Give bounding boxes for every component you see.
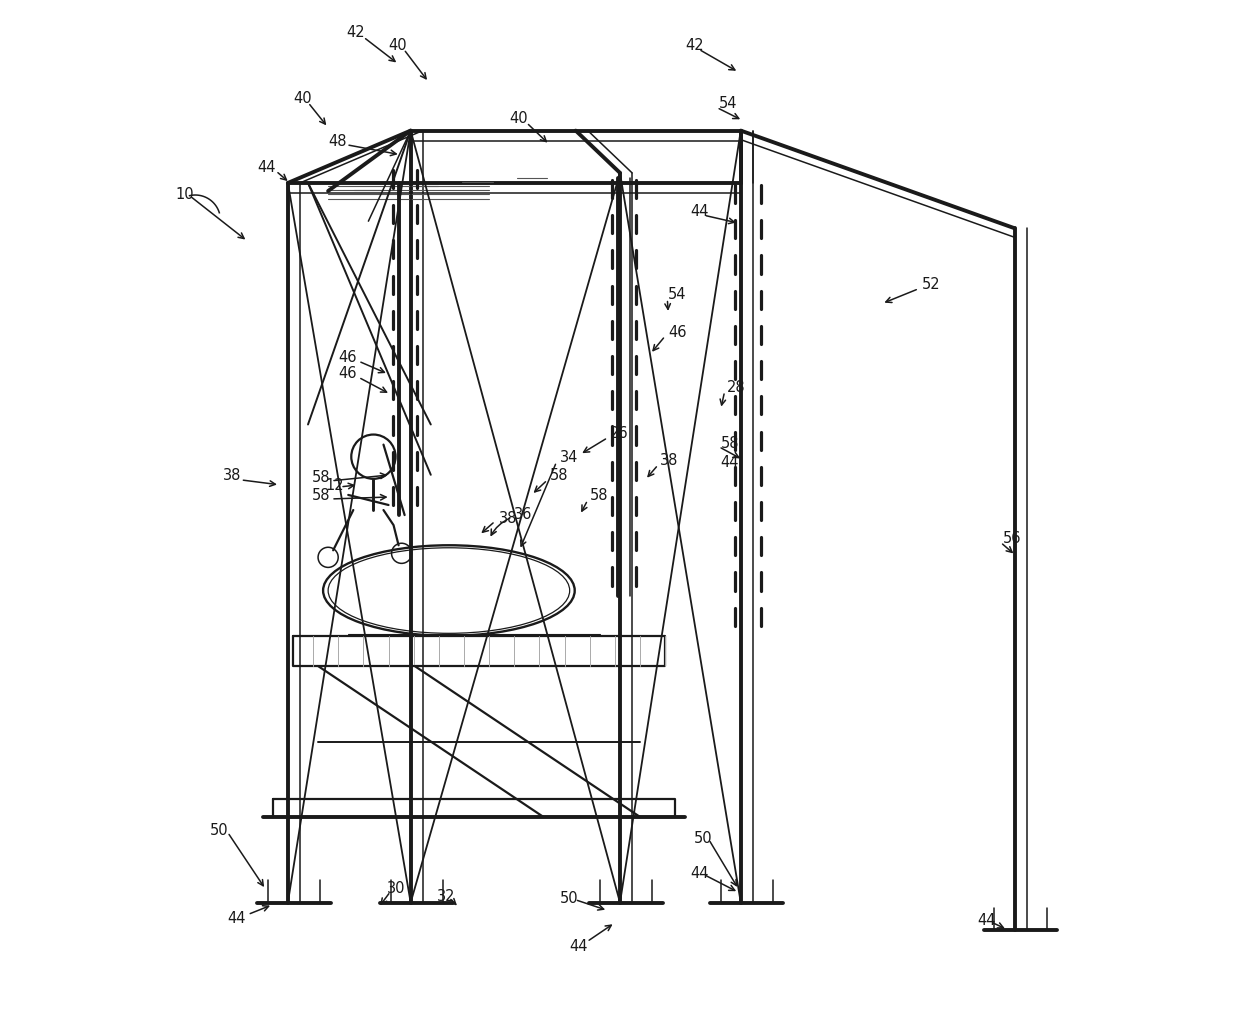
Text: 26: 26 bbox=[610, 426, 629, 441]
Text: 42: 42 bbox=[346, 25, 365, 40]
Text: 38: 38 bbox=[500, 511, 517, 525]
Text: 44: 44 bbox=[227, 910, 246, 925]
Text: 38: 38 bbox=[660, 453, 678, 468]
Text: 38: 38 bbox=[222, 468, 241, 483]
Text: 58: 58 bbox=[549, 468, 568, 483]
Text: 44: 44 bbox=[569, 938, 588, 953]
Text: 58: 58 bbox=[312, 488, 331, 502]
Text: 44: 44 bbox=[691, 865, 709, 880]
Text: 44: 44 bbox=[720, 455, 739, 470]
Text: 40: 40 bbox=[388, 37, 407, 53]
Text: 46: 46 bbox=[339, 349, 357, 364]
Text: 42: 42 bbox=[686, 37, 704, 53]
Text: 58: 58 bbox=[312, 470, 331, 485]
Text: 56: 56 bbox=[1002, 530, 1021, 545]
Text: 44: 44 bbox=[977, 912, 996, 927]
Text: 52: 52 bbox=[921, 277, 941, 292]
Text: 44: 44 bbox=[258, 160, 277, 175]
Text: 48: 48 bbox=[329, 134, 347, 149]
Text: 50: 50 bbox=[210, 822, 228, 837]
Text: 58: 58 bbox=[590, 488, 609, 502]
Text: 30: 30 bbox=[387, 881, 405, 895]
Text: 34: 34 bbox=[559, 450, 578, 465]
Text: 36: 36 bbox=[515, 507, 533, 521]
Text: 50: 50 bbox=[693, 830, 712, 845]
Text: 40: 40 bbox=[293, 91, 311, 106]
Text: 58: 58 bbox=[720, 436, 739, 451]
Text: 46: 46 bbox=[668, 326, 687, 340]
Text: 12: 12 bbox=[325, 478, 343, 493]
Text: 32: 32 bbox=[436, 888, 455, 903]
Text: 50: 50 bbox=[559, 890, 578, 905]
Text: 44: 44 bbox=[691, 203, 709, 218]
Text: 46: 46 bbox=[339, 365, 357, 380]
Text: 40: 40 bbox=[510, 111, 528, 126]
Text: 54: 54 bbox=[668, 287, 687, 302]
Text: 10: 10 bbox=[175, 186, 193, 201]
Text: 28: 28 bbox=[727, 379, 745, 394]
Text: 54: 54 bbox=[719, 96, 737, 111]
